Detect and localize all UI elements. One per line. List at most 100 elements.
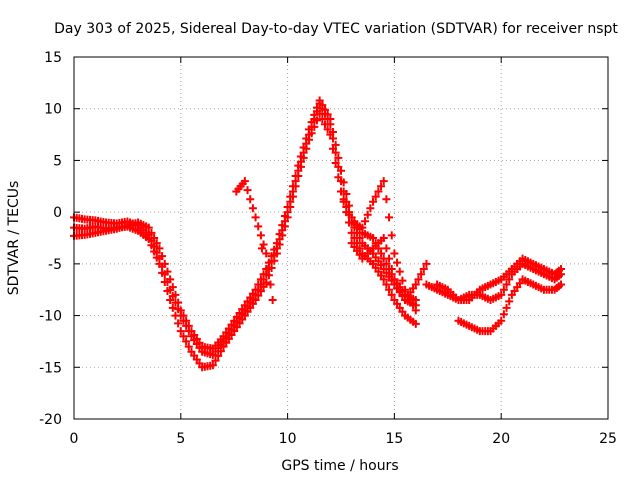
data-point — [259, 282, 268, 291]
data-point — [320, 105, 329, 114]
data-point — [379, 177, 388, 186]
data-point — [286, 192, 295, 201]
data-point — [369, 234, 378, 242]
data-point — [272, 239, 281, 248]
data-point — [158, 252, 167, 261]
data-point — [254, 280, 263, 289]
data-point — [497, 290, 506, 299]
data-point — [270, 245, 279, 254]
y-tick-label: 10 — [44, 102, 62, 118]
data-point — [264, 265, 273, 274]
data-point — [387, 290, 396, 299]
data-point — [379, 234, 388, 242]
data-point — [382, 244, 391, 253]
y-tick-label: 5 — [53, 153, 62, 169]
data-point — [382, 280, 391, 289]
data-point — [377, 249, 386, 258]
data-point — [312, 116, 321, 125]
data-point — [299, 143, 308, 152]
series-track-2 — [70, 109, 420, 372]
data-point — [382, 195, 391, 204]
data-point — [385, 254, 394, 263]
data-point — [254, 222, 263, 231]
data-point — [184, 321, 193, 330]
data-points — [70, 96, 566, 372]
data-point — [395, 267, 404, 276]
data-point — [304, 125, 313, 134]
data-point — [328, 127, 337, 136]
x-tick-label: 25 — [599, 431, 617, 447]
data-point — [163, 287, 172, 296]
data-point — [168, 303, 177, 312]
data-point — [318, 101, 327, 110]
data-point — [294, 161, 303, 170]
data-point — [557, 265, 566, 274]
data-point — [385, 285, 394, 294]
data-point — [259, 270, 268, 279]
data-point — [350, 234, 359, 242]
data-point — [390, 249, 399, 258]
data-point — [363, 210, 372, 219]
data-point — [342, 190, 351, 199]
data-point — [369, 197, 378, 206]
x-tick-label: 20 — [492, 431, 510, 447]
data-point — [366, 204, 375, 213]
data-point — [171, 290, 180, 299]
data-point — [331, 140, 340, 149]
data-point — [147, 241, 156, 250]
x-tick-label: 5 — [176, 431, 185, 447]
data-point — [411, 319, 420, 328]
data-point — [557, 280, 566, 289]
data-point — [240, 177, 249, 186]
data-point — [382, 259, 391, 268]
data-point — [339, 178, 348, 187]
data-point — [497, 316, 506, 325]
x-tick-label: 0 — [70, 431, 79, 447]
data-point — [411, 306, 420, 315]
data-point — [144, 235, 153, 244]
data-point — [211, 356, 220, 365]
data-point — [275, 230, 284, 239]
data-point — [371, 192, 380, 201]
data-point — [393, 280, 402, 289]
x-tick-labels: 0 5 10 15 20 25 — [70, 431, 617, 447]
y-tick-label: 15 — [44, 50, 62, 66]
series-track-7 — [433, 254, 566, 305]
data-point — [502, 280, 511, 289]
data-point — [251, 213, 260, 222]
data-point — [422, 259, 431, 268]
x-tick-label: 15 — [385, 431, 403, 447]
data-point — [417, 270, 426, 279]
data-point — [320, 120, 329, 129]
data-point — [248, 204, 257, 213]
data-point — [379, 275, 388, 284]
data-point — [147, 228, 156, 237]
data-point — [310, 110, 319, 119]
data-point — [179, 332, 188, 341]
series-track-5 — [347, 234, 431, 305]
y-axis-label: SDTVAR / TECUs — [6, 181, 22, 296]
data-point — [315, 96, 324, 105]
data-point — [345, 210, 354, 219]
data-point — [150, 234, 159, 242]
data-point — [166, 296, 175, 305]
data-point — [278, 221, 287, 230]
data-point — [256, 275, 265, 284]
data-point — [270, 256, 279, 265]
data-point — [168, 283, 177, 292]
data-point — [337, 166, 345, 175]
data-point — [385, 213, 394, 222]
data-point — [331, 159, 340, 168]
data-point — [377, 182, 386, 191]
data-point — [152, 253, 161, 262]
data-point — [414, 275, 423, 284]
data-point — [280, 212, 289, 221]
data-point — [174, 319, 183, 328]
data-point — [257, 244, 266, 253]
data-point — [409, 301, 418, 310]
data-point — [259, 240, 268, 249]
data-point — [268, 296, 277, 305]
data-point — [505, 297, 514, 306]
data-point — [310, 122, 319, 131]
